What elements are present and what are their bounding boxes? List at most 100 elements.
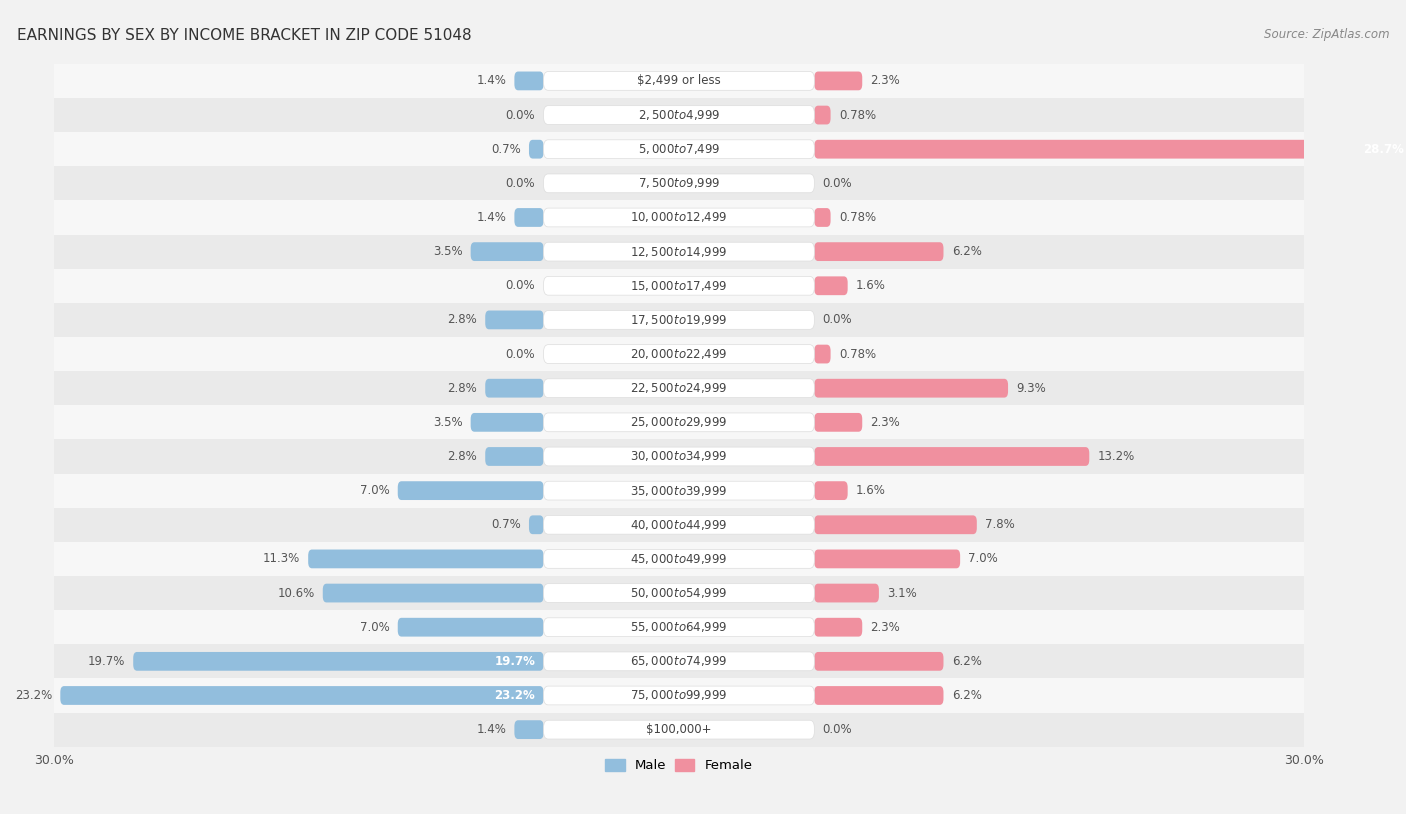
Bar — [53, 234, 1303, 269]
FancyBboxPatch shape — [814, 208, 831, 227]
Text: $5,000 to $7,499: $5,000 to $7,499 — [638, 142, 720, 156]
Bar — [53, 712, 1303, 746]
Text: 1.6%: 1.6% — [856, 484, 886, 497]
FancyBboxPatch shape — [134, 652, 544, 671]
Text: 19.7%: 19.7% — [495, 654, 536, 667]
Text: $35,000 to $39,999: $35,000 to $39,999 — [630, 484, 728, 497]
Text: $75,000 to $99,999: $75,000 to $99,999 — [630, 689, 728, 702]
FancyBboxPatch shape — [544, 310, 814, 330]
Text: 0.78%: 0.78% — [839, 348, 876, 361]
FancyBboxPatch shape — [544, 720, 814, 739]
FancyBboxPatch shape — [544, 413, 814, 431]
FancyBboxPatch shape — [814, 481, 848, 500]
Bar — [53, 405, 1303, 440]
Bar — [53, 678, 1303, 712]
Text: 0.0%: 0.0% — [823, 723, 852, 736]
FancyBboxPatch shape — [544, 618, 814, 637]
Bar — [53, 200, 1303, 234]
FancyBboxPatch shape — [544, 72, 814, 90]
FancyBboxPatch shape — [814, 106, 831, 125]
Text: 0.0%: 0.0% — [506, 177, 536, 190]
FancyBboxPatch shape — [398, 618, 544, 637]
Bar — [53, 132, 1303, 166]
FancyBboxPatch shape — [544, 208, 814, 227]
Text: 2.8%: 2.8% — [447, 313, 477, 326]
Text: $20,000 to $22,499: $20,000 to $22,499 — [630, 347, 728, 361]
Text: $10,000 to $12,499: $10,000 to $12,499 — [630, 211, 728, 225]
Text: 28.7%: 28.7% — [1362, 142, 1403, 155]
Text: $45,000 to $49,999: $45,000 to $49,999 — [630, 552, 728, 566]
Text: 6.2%: 6.2% — [952, 245, 981, 258]
Text: 19.7%: 19.7% — [87, 654, 125, 667]
FancyBboxPatch shape — [308, 549, 544, 568]
FancyBboxPatch shape — [544, 515, 814, 534]
FancyBboxPatch shape — [544, 140, 814, 159]
FancyBboxPatch shape — [529, 515, 544, 534]
Bar — [53, 63, 1303, 98]
FancyBboxPatch shape — [398, 481, 544, 500]
Bar — [53, 440, 1303, 474]
FancyBboxPatch shape — [814, 515, 977, 534]
Text: 2.8%: 2.8% — [447, 450, 477, 463]
FancyBboxPatch shape — [544, 481, 814, 500]
Text: 7.0%: 7.0% — [360, 484, 389, 497]
FancyBboxPatch shape — [485, 447, 544, 466]
Bar — [53, 371, 1303, 405]
Bar — [53, 508, 1303, 542]
FancyBboxPatch shape — [485, 310, 544, 330]
FancyBboxPatch shape — [544, 243, 814, 261]
Text: 6.2%: 6.2% — [952, 654, 981, 667]
FancyBboxPatch shape — [544, 584, 814, 602]
FancyBboxPatch shape — [485, 379, 544, 397]
Bar — [53, 98, 1303, 132]
Text: EARNINGS BY SEX BY INCOME BRACKET IN ZIP CODE 51048: EARNINGS BY SEX BY INCOME BRACKET IN ZIP… — [17, 28, 471, 43]
FancyBboxPatch shape — [515, 208, 544, 227]
Text: 23.2%: 23.2% — [14, 689, 52, 702]
FancyBboxPatch shape — [529, 140, 544, 159]
Text: $50,000 to $54,999: $50,000 to $54,999 — [630, 586, 728, 600]
Text: 2.8%: 2.8% — [447, 382, 477, 395]
FancyBboxPatch shape — [544, 174, 814, 193]
Bar — [53, 644, 1303, 678]
FancyBboxPatch shape — [814, 344, 831, 363]
FancyBboxPatch shape — [814, 277, 848, 295]
Bar — [53, 610, 1303, 644]
Bar — [53, 474, 1303, 508]
Text: 13.2%: 13.2% — [1098, 450, 1135, 463]
Text: 3.5%: 3.5% — [433, 245, 463, 258]
FancyBboxPatch shape — [544, 686, 814, 705]
FancyBboxPatch shape — [814, 686, 943, 705]
Text: 0.78%: 0.78% — [839, 108, 876, 121]
FancyBboxPatch shape — [814, 379, 1008, 397]
Text: 3.1%: 3.1% — [887, 587, 917, 600]
Text: 1.4%: 1.4% — [477, 211, 506, 224]
Text: 6.2%: 6.2% — [952, 689, 981, 702]
Text: $7,500 to $9,999: $7,500 to $9,999 — [638, 177, 720, 190]
Text: 2.3%: 2.3% — [870, 74, 900, 87]
Text: 2.3%: 2.3% — [870, 416, 900, 429]
Bar — [53, 542, 1303, 576]
Text: 0.7%: 0.7% — [491, 519, 520, 532]
Text: 3.5%: 3.5% — [433, 416, 463, 429]
Text: $55,000 to $64,999: $55,000 to $64,999 — [630, 620, 728, 634]
Text: 0.0%: 0.0% — [823, 177, 852, 190]
FancyBboxPatch shape — [544, 549, 814, 568]
Text: 23.2%: 23.2% — [495, 689, 536, 702]
Text: $22,500 to $24,999: $22,500 to $24,999 — [630, 381, 728, 396]
FancyBboxPatch shape — [544, 379, 814, 397]
Bar — [53, 269, 1303, 303]
Bar — [53, 303, 1303, 337]
Text: $30,000 to $34,999: $30,000 to $34,999 — [630, 449, 728, 463]
FancyBboxPatch shape — [814, 618, 862, 637]
Text: 9.3%: 9.3% — [1017, 382, 1046, 395]
FancyBboxPatch shape — [814, 447, 1090, 466]
Text: $2,499 or less: $2,499 or less — [637, 74, 721, 87]
FancyBboxPatch shape — [323, 584, 544, 602]
FancyBboxPatch shape — [814, 652, 943, 671]
Bar — [53, 166, 1303, 200]
FancyBboxPatch shape — [471, 413, 544, 431]
FancyBboxPatch shape — [814, 413, 862, 431]
Text: Source: ZipAtlas.com: Source: ZipAtlas.com — [1264, 28, 1389, 42]
Text: 10.6%: 10.6% — [277, 587, 315, 600]
Text: 1.4%: 1.4% — [477, 74, 506, 87]
